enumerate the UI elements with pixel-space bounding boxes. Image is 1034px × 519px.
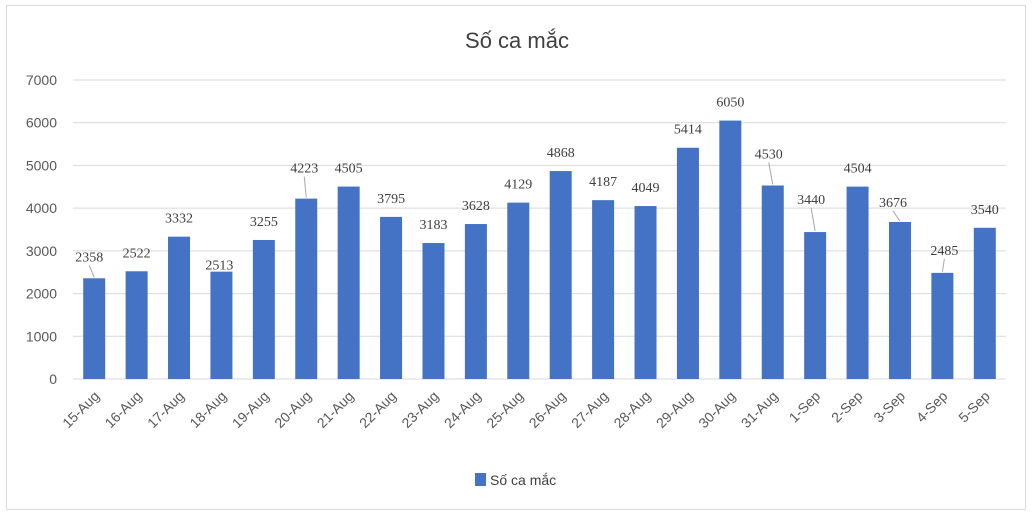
bar [549, 171, 572, 379]
label-leader-lines [88, 162, 945, 278]
bar [507, 202, 530, 379]
bar [422, 243, 445, 379]
x-tick-label: 25-Aug [483, 388, 526, 431]
data-label: 3628 [462, 199, 490, 214]
data-label: 4530 [755, 148, 783, 163]
x-tick-label: 24-Aug [441, 388, 484, 431]
leader-line [941, 258, 945, 272]
x-tick-label: 17-Aug [144, 388, 187, 431]
data-label: 3183 [419, 218, 447, 233]
data-label: 2513 [205, 259, 233, 274]
legend-label: Số ca mắc [490, 472, 556, 488]
leader-line [768, 162, 774, 185]
y-tick-label: 3000 [26, 243, 57, 259]
x-tick-label: 22-Aug [356, 388, 399, 431]
bar [719, 120, 742, 379]
leader-line [892, 210, 901, 222]
x-tick-label: 16-Aug [101, 388, 144, 431]
data-label: 3676 [879, 196, 907, 211]
y-tick-label: 0 [49, 371, 57, 387]
y-tick-label: 5000 [26, 157, 57, 173]
data-label: 2522 [123, 246, 151, 261]
data-label: 3540 [971, 203, 999, 218]
x-tick-label: 15-Aug [59, 388, 102, 431]
y-tick-label: 7000 [26, 72, 57, 88]
x-tick-label: 19-Aug [229, 388, 272, 431]
bar [464, 224, 487, 379]
x-tick-label: 26-Aug [526, 388, 569, 431]
x-tick-label: 27-Aug [568, 388, 611, 431]
x-tick-label: 28-Aug [610, 388, 653, 431]
x-tick-label: 2-Sep [828, 388, 866, 426]
bar [804, 232, 827, 379]
bar [168, 236, 191, 379]
bar [888, 221, 911, 379]
x-axis-ticks: 15-Aug 16-Aug 17-Aug 18-Aug 19-Aug 20-Aug 21-A… [59, 388, 993, 431]
bar [252, 239, 275, 379]
data-label: 4187 [589, 175, 617, 190]
bar [634, 206, 657, 379]
data-label: 4049 [632, 181, 660, 196]
leader-line [88, 265, 95, 278]
data-label: 2485 [930, 244, 958, 259]
data-label: 4504 [844, 162, 872, 177]
x-tick-label: 30-Aug [695, 388, 738, 431]
bar [592, 200, 615, 379]
data-labels: 2358 2522 3332 2513 3255 4223 4505 3795 3183 3628… [75, 96, 999, 274]
data-label: 2358 [75, 250, 103, 265]
bar [380, 216, 403, 379]
x-tick-label: 5-Sep [955, 388, 993, 426]
x-tick-label: 23-Aug [398, 388, 441, 431]
bar [676, 147, 699, 379]
x-tick-label: 31-Aug [738, 388, 781, 431]
data-label: 3795 [377, 192, 405, 207]
data-label: 4505 [335, 162, 363, 177]
data-label: 3440 [797, 193, 825, 208]
legend-swatch [475, 473, 486, 486]
x-tick-label: 29-Aug [653, 388, 696, 431]
y-tick-label: 6000 [26, 115, 57, 131]
bar [931, 272, 954, 379]
data-label: 4223 [290, 162, 318, 177]
x-tick-label: 18-Aug [186, 388, 229, 431]
bar [210, 271, 233, 379]
leader-line [810, 207, 816, 232]
x-tick-label: 4-Sep [913, 388, 951, 426]
x-tick-label: 20-Aug [271, 388, 314, 431]
data-label: 3255 [250, 215, 278, 230]
leader-line [303, 176, 307, 198]
y-tick-label: 4000 [26, 200, 57, 216]
x-tick-label: 3-Sep [870, 388, 908, 426]
x-tick-label: 1-Sep [786, 388, 824, 426]
bar [337, 186, 360, 379]
data-label: 3332 [165, 212, 193, 227]
bar [125, 271, 148, 379]
x-tick-label: 21-Aug [314, 388, 357, 431]
y-tick-label: 2000 [26, 286, 57, 302]
chart-title: Số ca mắc [465, 28, 569, 53]
data-label: 6050 [716, 96, 744, 111]
bar [973, 227, 996, 379]
bar [846, 186, 869, 379]
data-label: 4129 [504, 178, 532, 193]
data-label: 4868 [547, 146, 575, 161]
y-tick-label: 1000 [26, 328, 57, 344]
bar [761, 185, 784, 379]
data-label: 5414 [674, 123, 702, 138]
legend: Số ca mắc [475, 472, 556, 488]
bar [295, 198, 318, 379]
bar [83, 278, 106, 379]
y-axis-ticks: 0 1000 2000 3000 4000 5000 6000 7000 [26, 72, 57, 387]
bars [83, 120, 996, 379]
